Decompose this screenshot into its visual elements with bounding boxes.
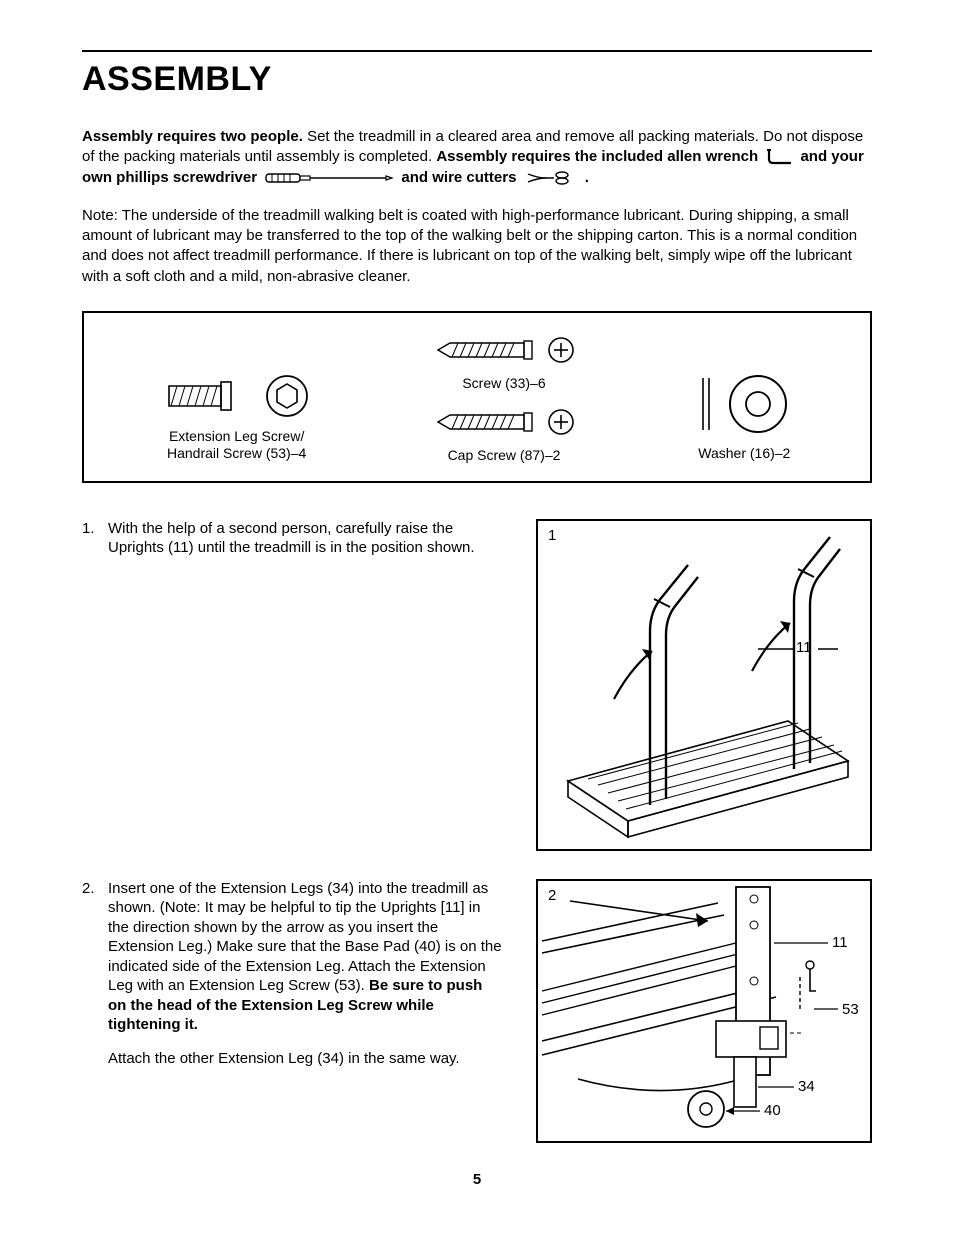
step-2-num: 2.	[82, 879, 108, 899]
part-screw-label: Screw (33)–6	[462, 375, 545, 391]
treadmill-raise-diagram	[538, 521, 870, 849]
step-2-body: Insert one of the Extension Legs (34) in…	[108, 879, 503, 1083]
hex-bolt-icon	[163, 374, 253, 418]
part-cap-screw-label: Cap Screw (87)–2	[448, 447, 561, 463]
step-1-row: 1.With the help of a second person, care…	[82, 519, 872, 851]
intro-paragraph: Assembly requires two people. Set the tr…	[82, 127, 872, 188]
note-paragraph: Note: The underside of the treadmill wal…	[82, 206, 872, 287]
screwdriver-icon	[264, 171, 394, 185]
step-1-text: 1.With the help of a second person, care…	[82, 519, 512, 851]
part-cap-screw	[432, 407, 576, 437]
step-1-p1: With the help of a second person, carefu…	[108, 519, 503, 558]
part-ext-leg-screw-art	[163, 372, 311, 420]
part-screws-column: Screw (33)–6 Cap Screw (87)–2	[432, 335, 576, 463]
figure-1-callout-11: 11	[796, 639, 812, 656]
page-title: ASSEMBLY	[82, 60, 872, 99]
step-2-p2: Attach the other Extension Leg (34) in t…	[108, 1049, 503, 1069]
page: ASSEMBLY Assembly requires two people. S…	[0, 0, 954, 1228]
part-washer-label: Washer (16)–2	[698, 445, 790, 463]
figure-2-callout-11: 11	[832, 934, 848, 951]
figure-1-num: 1	[548, 527, 556, 544]
washer-front-icon	[725, 371, 791, 437]
wire-cutters-icon	[524, 170, 578, 186]
cap-screw-side-icon	[432, 409, 536, 435]
part-washer: Washer (16)–2	[697, 371, 791, 463]
step-2-row: 2. Insert one of the Extension Legs (34)…	[82, 879, 872, 1143]
part-ext-leg-screw-label: Extension Leg Screw/ Handrail Screw (53)…	[167, 428, 306, 463]
figure-2-callout-40: 40	[764, 1102, 781, 1119]
allen-wrench-icon	[765, 148, 793, 166]
intro-tools-3: and wire cutters	[401, 169, 516, 186]
step-2-p1: Insert one of the Extension Legs (34) in…	[108, 879, 503, 1035]
parts-box: Extension Leg Screw/ Handrail Screw (53)…	[82, 311, 872, 483]
hex-head-icon	[263, 372, 311, 420]
extension-leg-diagram	[538, 881, 870, 1141]
part-screw	[432, 335, 576, 365]
washer-side-icon	[697, 374, 715, 434]
figure-2: 2	[536, 879, 872, 1143]
phillips-head-icon	[546, 407, 576, 437]
part-ext-leg-screw: Extension Leg Screw/ Handrail Screw (53)…	[163, 372, 311, 463]
part-washer-art	[697, 371, 791, 437]
figure-1: 1	[536, 519, 872, 851]
intro-lead-bold: Assembly requires two people.	[82, 128, 303, 145]
phillips-screw-side-icon	[432, 337, 536, 363]
intro-tools-4: .	[585, 169, 589, 186]
figure-2-callout-34: 34	[798, 1078, 815, 1095]
intro-tools-1: Assembly requires the included allen wre…	[436, 148, 758, 165]
figure-2-num: 2	[548, 887, 556, 904]
step-2-text: 2. Insert one of the Extension Legs (34)…	[82, 879, 512, 1143]
page-number: 5	[82, 1171, 872, 1188]
step-1-num: 1.	[82, 519, 108, 539]
top-rule	[82, 50, 872, 52]
figure-2-callout-53: 53	[842, 1001, 859, 1018]
phillips-head-icon	[546, 335, 576, 365]
step-1-body: With the help of a second person, carefu…	[108, 519, 503, 572]
